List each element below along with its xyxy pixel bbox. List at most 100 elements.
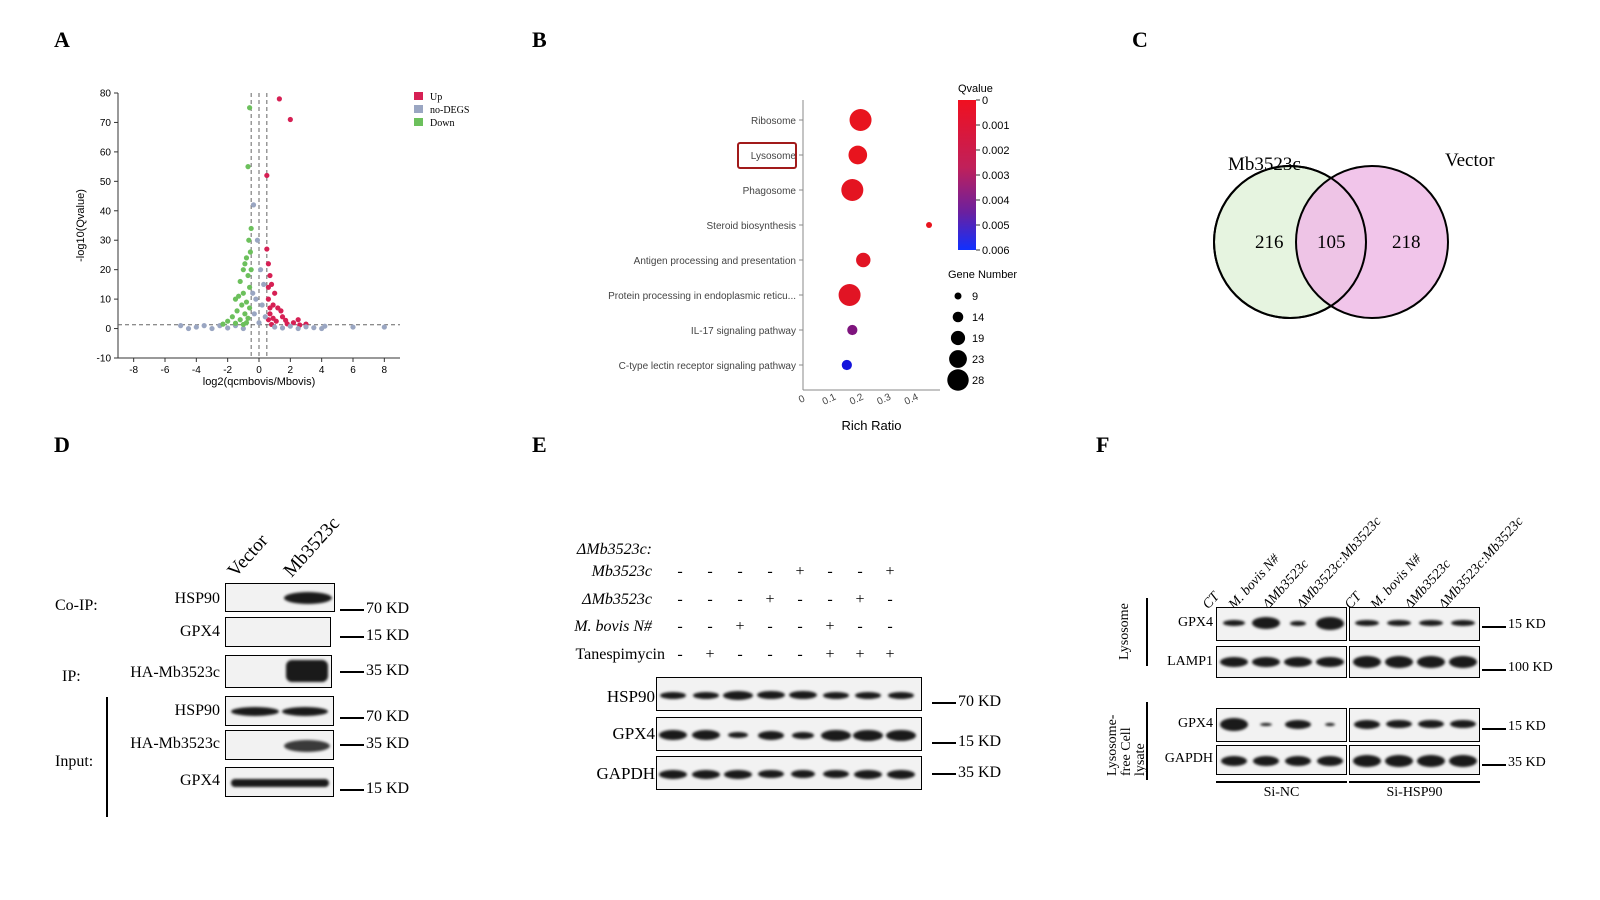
size-legend-dot (949, 350, 967, 368)
cond-e-3-label: M. bovis N# (574, 618, 652, 635)
volcano-point-down (237, 278, 243, 285)
venn-left-count: 216 (1255, 232, 1284, 253)
volcano-x-tick: 8 (382, 365, 388, 376)
volcano-point-down (247, 284, 253, 290)
volcano-y-tick: 0 (105, 324, 111, 335)
volcano-y-tick: 30 (100, 236, 112, 247)
volcano-point-down (245, 315, 251, 321)
pm-cell: - (827, 563, 833, 580)
volcano-point-down (247, 305, 253, 311)
volcano-point-no-degs (225, 325, 231, 331)
volcano-point-no-degs (350, 324, 356, 330)
section-lysosome: Lysosome (1117, 603, 1132, 660)
colorbar-tick: 0.006 (982, 245, 1010, 257)
pm-cell: - (677, 563, 683, 580)
size-legend-dot (947, 369, 969, 391)
volcano-point-no-degs (257, 267, 264, 273)
kd-f-3: 15 KD (1482, 719, 1546, 734)
volcano-point-no-degs (185, 325, 192, 332)
volcano-point-up (264, 172, 270, 179)
bubble-xlabel: Rich Ratio (842, 418, 902, 433)
volcano-point-down (245, 272, 251, 279)
volcano-y-tick: 80 (100, 89, 112, 100)
pm-cell: + (855, 591, 865, 608)
volcano-point-no-degs (193, 324, 199, 330)
volcano-point-up (264, 246, 270, 252)
volcano-y-tick: 70 (100, 118, 112, 129)
size-legend-label: 9 (972, 291, 978, 303)
kd-d-3: 35 KD (339, 662, 410, 679)
volcano-point-down (240, 267, 246, 273)
volcano-legend-swatch (414, 105, 423, 113)
bubble-category-label: Lysosome (751, 151, 797, 162)
cond-e-4-label: Tanespimycin (575, 646, 665, 663)
pm-cell: - (677, 618, 683, 635)
bubble-highlight-box (737, 142, 797, 169)
size-legend-dot (950, 330, 966, 346)
bubble-category-label: Ribosome (751, 116, 796, 127)
kd-d-5: 35 KD (339, 735, 410, 752)
volcano-xlabel: log2(qcmbovis/Mbovis) (203, 376, 315, 388)
pm-cell: + (705, 646, 715, 663)
size-legend-label: 28 (972, 375, 984, 387)
volcano-x-tick: 4 (319, 365, 325, 376)
volcano-x-tick: -2 (223, 365, 232, 376)
pm-cell: - (797, 591, 803, 608)
volcano-y-tick: -10 (97, 354, 112, 365)
pm-cell: - (707, 618, 713, 635)
blot-e-row-gapdh: GAPDH (596, 764, 655, 783)
size-legend-label: 19 (972, 333, 984, 345)
volcano-point-no-degs (178, 323, 184, 329)
pm-cell: - (857, 563, 863, 580)
colorbar-title: Qvalue (958, 83, 993, 95)
volcano-y-tick: 60 (100, 147, 112, 158)
bubble-category-label: IL-17 signaling pathway (691, 326, 796, 337)
group-si-nc: Si-NC (1263, 785, 1300, 800)
kd-d-2: 15 KD (339, 627, 410, 644)
volcano-point-down (245, 164, 251, 170)
pm-cell: - (827, 591, 833, 608)
pm-cell: - (677, 591, 683, 608)
blot-f-row-gapdh: GAPDH (1164, 751, 1213, 766)
cond-e-2-label: ΔMb3523c (582, 591, 652, 608)
blot-d-row-hsp90: HSP90 (174, 590, 220, 607)
colorbar-tick: 0.001 (982, 120, 1010, 132)
volcano-x-tick: -4 (192, 365, 201, 376)
cond-e-1-label: ΔMb3523c: (576, 541, 652, 558)
pm-cell: - (707, 563, 713, 580)
size-legend-dot (952, 311, 964, 323)
bubble-category-label: Steroid biosynthesis (707, 221, 797, 232)
pm-cell: - (797, 646, 803, 663)
volcano-y-tick: 20 (100, 265, 112, 276)
group-label-input: Input: (55, 753, 94, 770)
kegg-bubble-chart: Ribosome Lysosome Phagosome Steroid biosynt… (608, 83, 1017, 433)
volcano-point-no-degs (209, 325, 215, 332)
volcano-point-no-degs (272, 324, 278, 330)
blot-f-row-gpx4-free: GPX4 (1177, 716, 1213, 731)
pm-cell: - (767, 618, 773, 635)
group-si-hsp90: Si-HSP90 (1386, 785, 1443, 800)
volcano-legend-label: Up (430, 92, 442, 103)
volcano-point-up (265, 261, 271, 267)
colorbar-tick: 0.002 (982, 145, 1010, 157)
bubble-point (847, 324, 858, 336)
volcano-point-no-degs (261, 281, 267, 287)
volcano-point-no-degs (251, 311, 257, 317)
venn-left-label: Mb3523c (1228, 154, 1301, 175)
volcano-point-down (239, 302, 245, 308)
blot-d-row-hsp90-input: HSP90 (174, 702, 220, 719)
pm-cell: - (857, 618, 863, 635)
volcano-point-down (229, 314, 235, 320)
volcano-x-tick: -6 (161, 365, 170, 376)
volcano-y-tick: 10 (100, 295, 112, 306)
volcano-point-down (237, 317, 243, 323)
colorbar-tick: 0.005 (982, 220, 1010, 232)
panel-label-d: D (54, 432, 70, 457)
volcano-point-no-degs (287, 323, 293, 329)
volcano-point-up (290, 320, 297, 326)
volcano-plot: -10 0 10 20 30 40 50 60 70 80 -8 -6 -4 -2 0 2 4 6 8 log2(qc… (75, 89, 469, 389)
pm-cell: + (735, 618, 745, 635)
section-lysosome-free: Lysosome-free Cell lysate (1105, 714, 1148, 776)
volcano-point-up (287, 116, 293, 123)
volcano-point-no-degs (311, 325, 317, 331)
